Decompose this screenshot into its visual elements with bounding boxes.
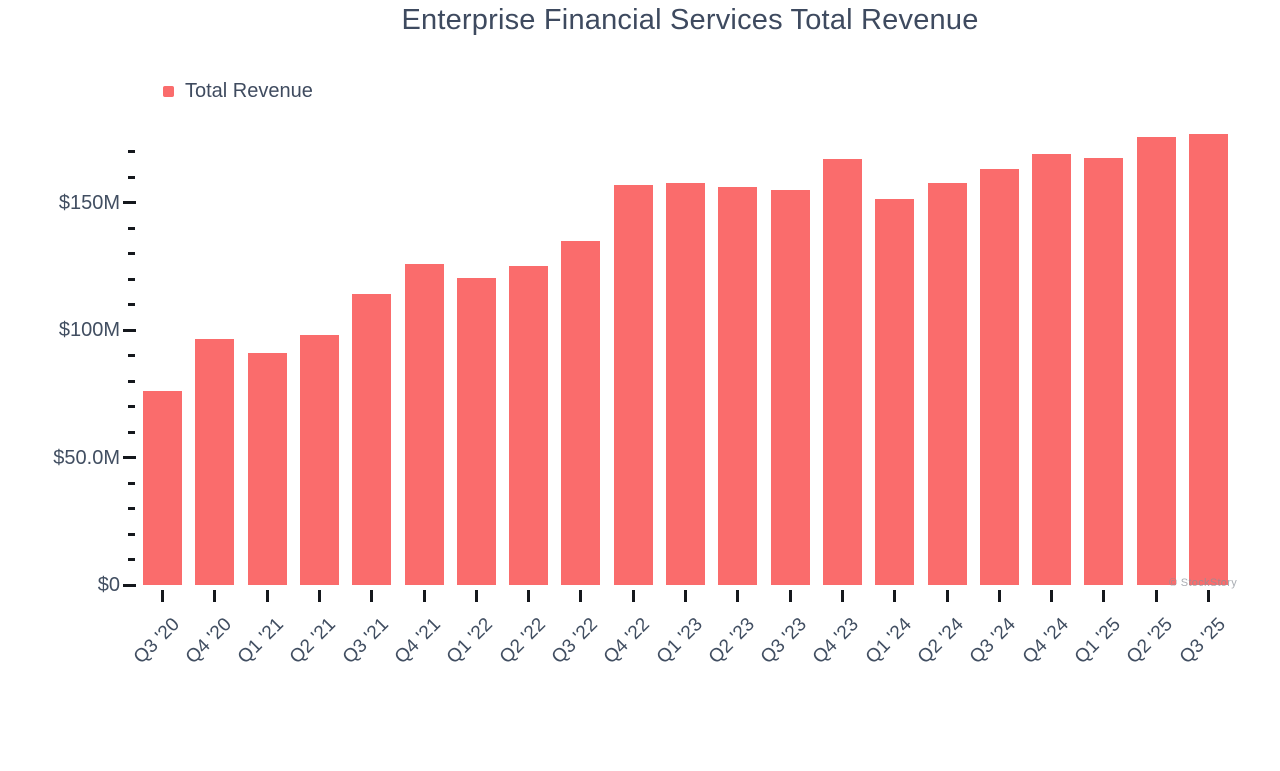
x-tick <box>579 590 583 602</box>
x-tick <box>945 590 949 602</box>
bar-q420 <box>195 339 235 585</box>
x-tick <box>1102 590 1106 602</box>
x-tick <box>736 590 740 602</box>
bar-q123 <box>666 183 705 585</box>
watermark: © StockStory <box>1169 577 1237 589</box>
y-tick-label: $100M <box>58 319 120 341</box>
bar-q320 <box>143 391 182 585</box>
bar-q125 <box>1084 158 1124 585</box>
y-major-tick <box>123 583 136 587</box>
y-minor-tick <box>128 303 135 306</box>
y-minor-tick <box>128 277 135 281</box>
y-minor-tick <box>128 430 135 434</box>
x-tick <box>840 590 844 602</box>
bar-q423 <box>822 159 862 585</box>
y-minor-tick <box>128 226 135 230</box>
chart-title: Enterprise Financial Services Total Reve… <box>401 4 979 36</box>
y-minor-tick <box>128 558 135 561</box>
legend-label-total-revenue: Total Revenue <box>185 79 313 102</box>
x-tick <box>265 590 269 602</box>
y-minor-tick <box>128 379 135 383</box>
bar-q325 <box>1189 134 1228 585</box>
legend: Total Revenue <box>163 80 313 102</box>
bar-q221 <box>299 335 339 585</box>
x-tick <box>1207 590 1210 602</box>
legend-swatch-total-revenue <box>163 85 174 97</box>
x-tick <box>1050 590 1054 602</box>
bar-q122 <box>456 278 496 585</box>
bar-q422 <box>613 185 653 585</box>
y-tick-label: $150M <box>58 191 120 214</box>
x-tick <box>788 590 792 602</box>
x-tick <box>1154 590 1158 602</box>
bar-q321 <box>352 294 392 585</box>
bar-q424 <box>1032 154 1072 585</box>
x-tick <box>684 590 687 602</box>
x-tick <box>161 590 164 602</box>
bar-q323 <box>770 190 810 585</box>
x-tick <box>213 590 217 602</box>
x-tick <box>474 590 478 602</box>
revenue-bar-chart: Enterprise Financial Services Total Reve… <box>53 4 1237 669</box>
y-minor-tick <box>128 354 135 357</box>
y-minor-tick <box>128 481 135 485</box>
y-minor-tick <box>128 252 135 255</box>
x-tick <box>893 590 897 602</box>
bar-q322 <box>561 241 601 585</box>
y-minor-tick <box>128 507 135 510</box>
y-major-tick <box>123 201 136 204</box>
x-tick <box>631 590 635 602</box>
y-minor-tick <box>128 175 135 179</box>
x-tick <box>370 590 374 602</box>
bar-q222 <box>509 266 549 585</box>
bar-q224 <box>927 183 967 585</box>
y-tick-label: $0 <box>97 574 120 596</box>
bar-q121 <box>247 353 287 585</box>
y-major-tick <box>123 456 136 459</box>
bar-q124 <box>875 199 915 585</box>
x-tick <box>422 590 426 602</box>
y-minor-tick <box>128 405 135 408</box>
y-major-tick <box>123 328 136 332</box>
x-tick <box>997 590 1001 602</box>
y-minor-tick <box>128 532 135 536</box>
y-minor-tick <box>128 150 135 153</box>
y-tick-label: $50.0M <box>53 446 120 469</box>
bar-q324 <box>979 169 1019 585</box>
x-tick <box>527 590 531 602</box>
bar-q223 <box>718 187 758 585</box>
bar-q421 <box>404 264 444 585</box>
x-tick <box>317 590 321 602</box>
bar-q225 <box>1136 137 1176 585</box>
